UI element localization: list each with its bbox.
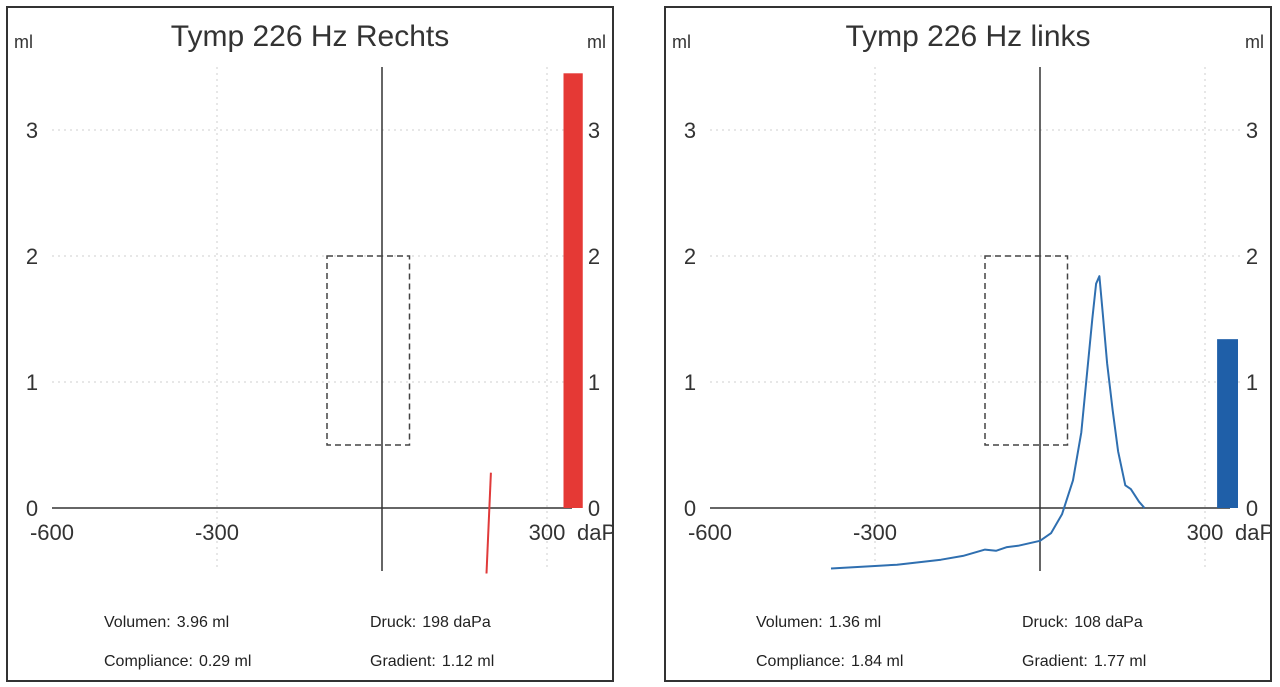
y-tick-label-right: 3 [1246,118,1258,143]
pressure-info: Druck: 108 daPa [1022,614,1143,632]
chart-title: Tymp 226 Hz links [845,20,1090,53]
gradient-info: Gradient: 1.77 ml [1022,653,1146,671]
tymp-chart-right: Tymp 226 Hz Rechts ml ml 0 0 1 1 2 2 3 3 -600 -300 30… [14,20,612,574]
tymp-chart-left: Tymp 226 Hz links ml ml 0 0 1 1 2 2 3 3 -600 -300 300… [672,20,1270,571]
normal-range-box [326,255,411,446]
volume-bar [563,73,583,509]
y-tick-label-right: 0 [588,496,600,521]
y-axis-unit-right: ml [587,32,606,52]
y-tick-label-left: 0 [684,496,696,521]
pressure-value: 198 daPa [422,614,491,631]
compliance-info: Compliance: 1.84 ml [756,653,903,671]
volume-value: 3.96 ml [176,614,230,631]
y-axis-unit-left: ml [14,32,33,52]
x-axis-unit: daPa [577,520,612,545]
y-tick-label-right: 1 [1246,370,1258,395]
x-tick-label: -300 [853,520,897,545]
compliance-value: 1.84 ml [850,653,904,670]
volume-label: Volumen: [104,614,171,631]
y-tick-label-left: 0 [26,496,38,521]
gradient-label: Gradient: [1022,653,1088,670]
y-tick-label-left: 2 [26,244,38,269]
compliance-info: Compliance: 0.29 ml [104,653,251,671]
y-axis-unit-left: ml [672,32,691,52]
y-axis-unit-right: ml [1245,32,1264,52]
compliance-label: Compliance: [756,653,845,670]
volume-label: Volumen: [756,614,823,631]
x-tick-label: 300 [1187,520,1224,545]
compliance-label: Compliance: [104,653,193,670]
normal-range-box [984,255,1069,446]
pressure-info: Druck: 198 daPa [370,614,491,632]
tympanogram-curve [485,472,492,574]
tymp-panel-right: Tymp 226 Hz Rechts ml ml 0 0 1 1 2 2 3 3 -600 -300 30… [6,6,614,682]
y-tick-label-right: 2 [1246,244,1258,269]
chart-title: Tymp 226 Hz Rechts [171,20,449,53]
gradient-value: 1.12 ml [441,653,495,670]
gradient-info: Gradient: 1.12 ml [370,653,494,671]
y-tick-label-right: 3 [588,118,600,143]
volume-value: 1.36 ml [828,614,882,631]
pressure-value: 108 daPa [1074,614,1143,631]
y-tick-label-left: 2 [684,244,696,269]
y-tick-label-left: 3 [26,118,38,143]
x-tick-label: -300 [195,520,239,545]
y-tick-label-left: 1 [26,370,38,395]
volume-bar [1217,339,1238,508]
y-tick-label-right: 2 [588,244,600,269]
y-tick-label-left: 1 [684,370,696,395]
x-tick-label: -600 [688,520,732,545]
volume-info: Volumen: 3.96 ml [104,614,229,632]
pressure-label: Druck: [1022,614,1069,631]
x-tick-label: 300 [529,520,566,545]
y-tick-label-right: 1 [588,370,600,395]
gradient-label: Gradient: [370,653,436,670]
x-tick-label: -600 [30,520,74,545]
tymp-panel-left: Tymp 226 Hz links ml ml 0 0 1 1 2 2 3 3 -600 -300 300… [664,6,1272,682]
compliance-value: 0.29 ml [198,653,252,670]
gradient-value: 1.77 ml [1093,653,1147,670]
tympanogram-curve [830,275,1146,570]
x-axis-unit: daPa [1235,520,1270,545]
volume-info: Volumen: 1.36 ml [756,614,881,632]
y-tick-label-right: 0 [1246,496,1258,521]
y-tick-label-left: 3 [684,118,696,143]
pressure-label: Druck: [370,614,417,631]
